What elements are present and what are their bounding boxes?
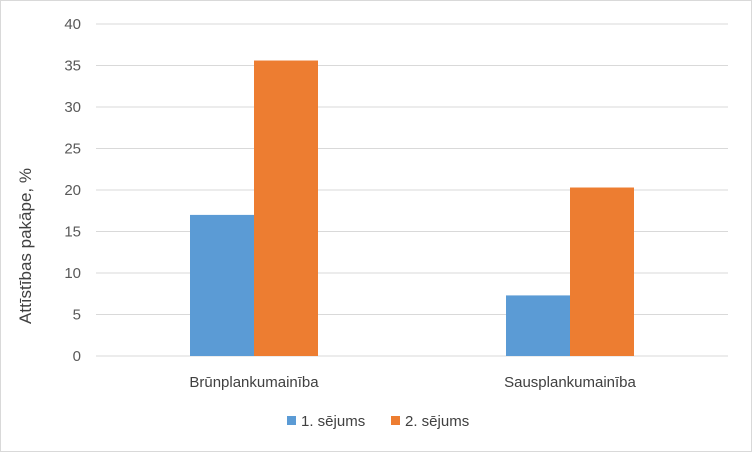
bar (254, 60, 318, 357)
y-tick-labels: 0 5 10 15 20 25 30 35 40 (64, 16, 81, 365)
y-tick-label: 0 (73, 348, 81, 365)
x-category-label: Sausplankumainība (504, 374, 636, 391)
y-tick-label: 35 (64, 58, 81, 75)
legend-label: 1. sējums (301, 413, 365, 430)
y-tick-label: 25 (64, 141, 81, 158)
legend-swatch (391, 416, 400, 425)
legend-swatch (287, 416, 296, 425)
y-axis-title: Attīstības pakāpe, % (16, 168, 35, 324)
y-tick-label: 15 (64, 224, 81, 241)
legend-label: 2. sējums (405, 413, 469, 430)
x-category-label: Brūnplankumainība (189, 374, 319, 391)
x-category-labels: Brūnplankumainība Sausplankumainība (189, 374, 636, 391)
y-tick-label: 10 (64, 265, 81, 282)
y-tick-label: 30 (64, 99, 81, 116)
bars (190, 60, 634, 357)
bar (506, 295, 570, 356)
bar (190, 214, 254, 356)
y-tick-label: 5 (73, 307, 81, 324)
y-tick-label: 40 (64, 16, 81, 33)
bar (570, 187, 634, 356)
legend: 1. sējums 2. sējums (287, 413, 469, 430)
y-tick-label: 20 (64, 182, 81, 199)
